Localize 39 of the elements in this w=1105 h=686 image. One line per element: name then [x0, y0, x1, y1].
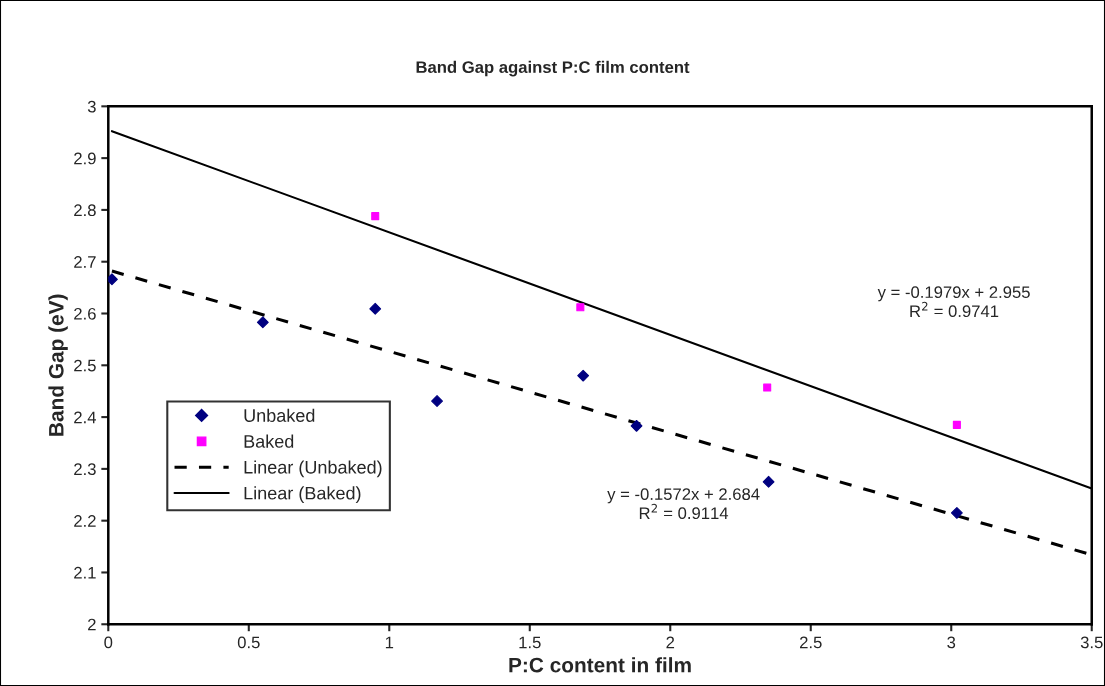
y-tick-label: 2.6	[74, 307, 96, 320]
annotation: y = -0.1572x + 2.684 R$^{2}$ = 0.9114	[607, 488, 760, 520]
legend-label: Baked	[244, 434, 294, 448]
y-tick-label: 2	[88, 618, 96, 631]
y-tick-label: 2.8	[74, 204, 96, 217]
x-tick-label: 2	[666, 636, 675, 649]
y-tick-label: 2.4	[74, 411, 96, 424]
x-tick-label: 1.5	[519, 636, 541, 649]
point	[431, 395, 443, 407]
x-tick-label: 2.5	[800, 636, 822, 649]
point	[630, 419, 643, 432]
x-tick-label: 0.5	[237, 636, 260, 649]
annotation: y = -0.1979x + 2.955 R$^{2}$ = 0.9741	[877, 286, 1030, 318]
point	[371, 212, 380, 221]
y-tick-label: 2.3	[74, 463, 96, 476]
point	[577, 369, 590, 382]
y-tick-label: 2.1	[74, 566, 96, 579]
point	[576, 303, 585, 312]
x-tick-label: 1	[385, 636, 394, 649]
chart-title: Band Gap against P:C film content	[416, 60, 690, 77]
x-tick-label: 3.5	[1080, 636, 1103, 649]
legend-label: Unbaked	[244, 408, 315, 422]
point	[950, 506, 963, 519]
x-axis-title: P:C content in film	[509, 657, 691, 673]
legend-label: Linear (Unbaked)	[244, 460, 382, 478]
point	[763, 383, 772, 392]
y-axis-title: Band Gap (eV)	[48, 294, 68, 436]
point	[369, 302, 382, 315]
legend-label: Linear (Baked)	[244, 486, 361, 504]
y-tick-label: 2.2	[74, 515, 96, 527]
y-tick-label: 2.5	[74, 359, 96, 372]
x-tick-label: 3	[947, 636, 956, 649]
y-tick-label: 2.7	[74, 256, 96, 268]
point	[256, 316, 269, 329]
point	[952, 420, 961, 429]
point	[762, 475, 775, 488]
x-tick-label: 0	[104, 636, 113, 649]
y-tick-label: 3	[87, 100, 96, 113]
y-tick-label: 2.9	[74, 152, 96, 165]
